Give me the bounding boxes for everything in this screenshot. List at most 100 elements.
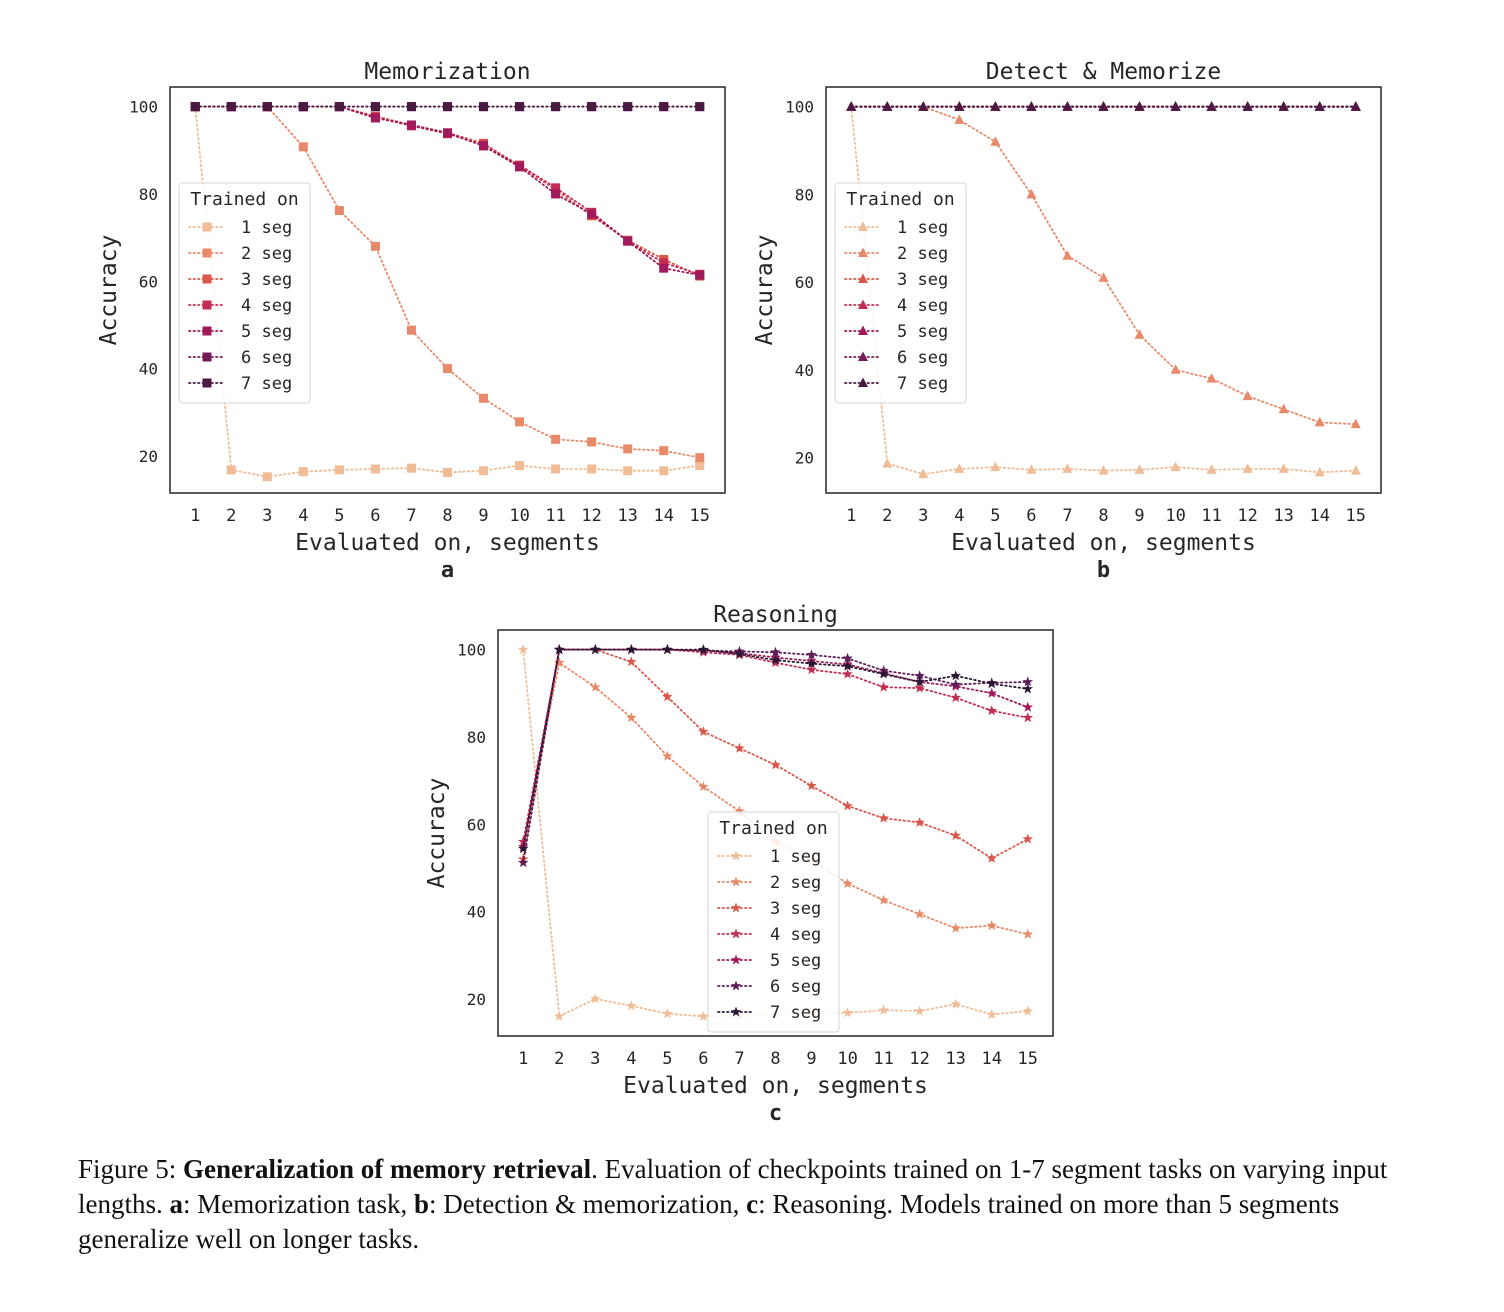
legend-marker [730, 1006, 742, 1017]
data-point [551, 102, 561, 112]
data-point [914, 908, 925, 919]
caption-a-text: : Memorization task, [183, 1189, 414, 1219]
legend: Trained on 1 seg 2 seg 3 seg 4 seg 5 seg 6 seg… [707, 811, 840, 1033]
data-point [1026, 188, 1037, 199]
data-point [623, 444, 633, 454]
data-point [986, 687, 997, 698]
data-point [914, 817, 925, 827]
data-point [1242, 101, 1253, 111]
data-point [914, 676, 925, 687]
legend-marker [202, 222, 212, 232]
x-tick-label: 12 [909, 1049, 929, 1069]
data-point [515, 417, 525, 427]
data-point [954, 101, 965, 111]
x-tick-label: 5 [334, 506, 344, 526]
data-point [662, 750, 673, 761]
data-point [1170, 364, 1181, 374]
legend-box [834, 182, 967, 404]
data-point [518, 644, 529, 655]
data-point [1062, 250, 1073, 260]
data-point [479, 141, 489, 151]
legend-marker [730, 928, 742, 939]
x-tick-label: 11 [1201, 506, 1221, 526]
data-point [842, 668, 853, 679]
x-tick-label: 2 [226, 506, 236, 526]
data-point [554, 657, 565, 668]
chart-title: Reasoning [713, 602, 838, 628]
series-line [522, 648, 1029, 848]
data-point [518, 843, 529, 854]
data-point [1134, 329, 1145, 339]
data-point [1170, 101, 1181, 111]
data-point [1022, 833, 1033, 844]
legend-label: 4 seg [241, 296, 292, 316]
data-point [1242, 390, 1253, 401]
x-axis-label: Evaluated on, segments [951, 530, 1256, 556]
y-axis-label: Accuracy [752, 235, 778, 346]
x-tick-label: 6 [698, 1049, 708, 1069]
x-tick-label: 5 [990, 506, 1000, 526]
legend-label: 7 seg [770, 1003, 821, 1023]
x-tick-label: 9 [1134, 506, 1144, 526]
data-point [950, 830, 961, 841]
legend-marker [858, 221, 868, 231]
data-point [1206, 101, 1217, 111]
data-point [990, 461, 1001, 472]
legend-title: Trained on [846, 189, 954, 210]
x-tick-label: 8 [770, 1049, 780, 1069]
data-point [659, 263, 669, 273]
data-point [1350, 101, 1361, 111]
data-point [1278, 403, 1289, 414]
legend-label: 7 seg [897, 374, 948, 394]
data-point [479, 102, 489, 112]
x-tick-label: 3 [262, 506, 272, 526]
data-point [1022, 928, 1033, 939]
data-point [1242, 463, 1253, 473]
legend-marker [202, 378, 212, 388]
data-point [846, 101, 857, 111]
x-tick-label: 7 [1062, 506, 1072, 526]
data-point [659, 258, 669, 268]
x-tick-label: 3 [590, 1049, 600, 1069]
data-point [587, 102, 597, 112]
data-point [626, 1000, 637, 1011]
x-tick-label: 6 [1026, 506, 1036, 526]
data-point [695, 270, 705, 280]
y-tick-label: 40 [467, 903, 486, 922]
data-point [842, 660, 853, 671]
data-point [1022, 712, 1033, 723]
data-point [990, 101, 1001, 111]
x-tick-label: 7 [734, 1049, 744, 1069]
data-point [406, 463, 416, 473]
x-tick-label: 10 [837, 1049, 857, 1069]
x-tick-label: 1 [190, 506, 200, 526]
data-point [990, 136, 1001, 146]
data-point [842, 1007, 853, 1018]
data-point [954, 114, 965, 124]
x-tick-label: 8 [1098, 506, 1108, 526]
x-axis-label: Evaluated on, segments [295, 530, 600, 556]
legend-label: 3 seg [770, 899, 821, 919]
series-line [522, 648, 1029, 861]
series-2-seg [190, 102, 705, 463]
panel-label: c [769, 1101, 782, 1126]
data-point [226, 465, 236, 475]
legend-label: 3 seg [241, 270, 292, 290]
legend-marker [858, 299, 868, 309]
figure-caption: Figure 5: Generalization of memory retri… [78, 1152, 1418, 1257]
x-tick-label: 14 [1309, 506, 1329, 526]
y-axis-label: Accuracy [96, 235, 122, 346]
y-tick-label: 100 [457, 641, 486, 660]
x-tick-label: 3 [918, 506, 928, 526]
plot-frame [825, 86, 1382, 494]
data-point [515, 102, 525, 112]
legend-marker [858, 247, 868, 257]
y-tick-label: 20 [467, 990, 486, 1009]
data-point [695, 453, 705, 463]
x-tick-label: 9 [478, 506, 488, 526]
legend-label: 6 seg [897, 348, 948, 368]
legend-marker [202, 300, 212, 310]
data-point [590, 644, 601, 655]
data-point [623, 466, 633, 476]
x-tick-label: 10 [1165, 506, 1185, 526]
